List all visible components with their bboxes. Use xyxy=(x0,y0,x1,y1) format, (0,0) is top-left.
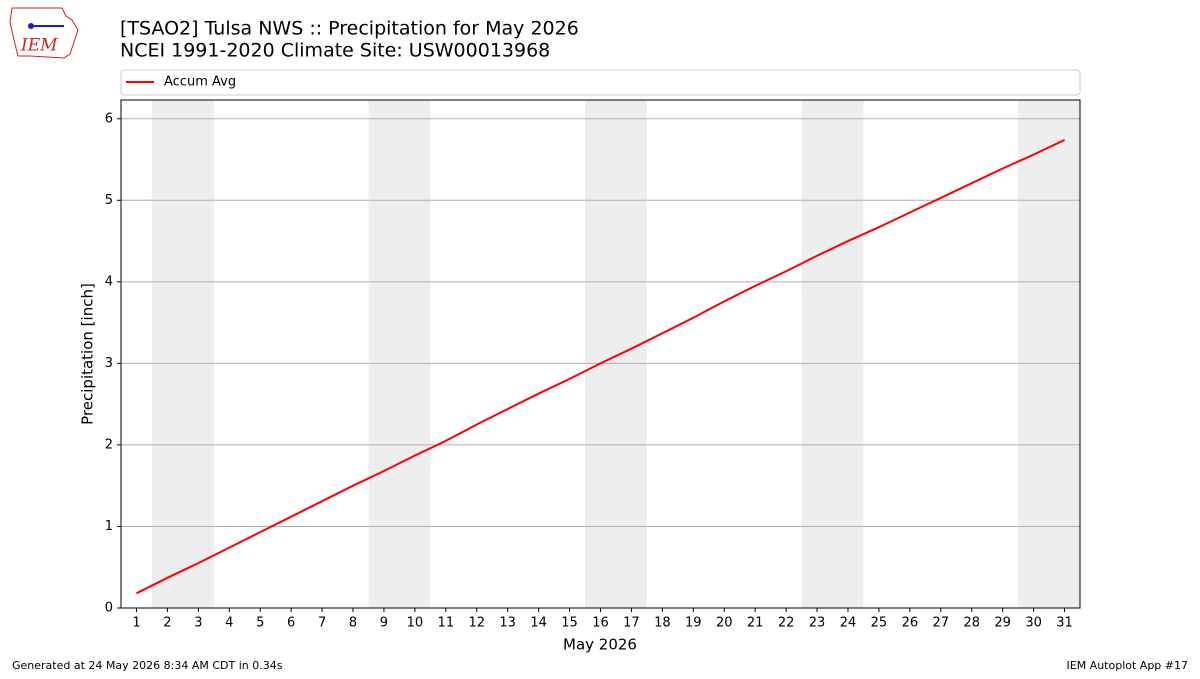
x-tick-label: 6 xyxy=(287,616,295,631)
x-tick-label: 27 xyxy=(933,616,950,631)
logo-outline xyxy=(9,7,79,59)
y-tick-label: 2 xyxy=(105,437,113,452)
chart-title: [TSAO2] Tulsa NWS :: Precipitation for M… xyxy=(120,18,579,40)
x-tick-label: 26 xyxy=(902,616,919,631)
x-tick-label: 3 xyxy=(194,616,202,631)
x-tick-label: 15 xyxy=(561,616,578,631)
y-tick-label: 3 xyxy=(105,356,113,371)
logo: IEM xyxy=(9,7,79,59)
x-tick-label: 23 xyxy=(809,616,826,631)
x-tick-label: 22 xyxy=(778,616,795,631)
x-axis-label: May 2026 xyxy=(563,636,637,654)
weekend-shade xyxy=(585,100,647,608)
x-tick-label: 19 xyxy=(685,616,702,631)
x-tick-label: 7 xyxy=(318,616,326,631)
x-tick-label: 4 xyxy=(225,616,233,631)
y-tick-label: 1 xyxy=(105,519,113,534)
x-tick-label: 31 xyxy=(1056,616,1073,631)
x-tick-label: 21 xyxy=(747,616,764,631)
y-axis-label: Precipitation [inch] xyxy=(79,283,97,425)
plot-frame xyxy=(120,99,1081,609)
x-tick-label: 8 xyxy=(349,616,357,631)
weekend-shade xyxy=(1018,100,1080,608)
weekend-shade xyxy=(151,100,214,608)
x-tick-label: 10 xyxy=(407,616,424,631)
legend-box xyxy=(120,69,1081,96)
x-tick-label: 2 xyxy=(163,616,171,631)
y-tick-label: 4 xyxy=(105,274,113,289)
x-tick-label: 13 xyxy=(499,616,516,631)
x-tick-label: 9 xyxy=(380,616,388,631)
x-tick-label: 29 xyxy=(994,616,1011,631)
chart-subtitle: NCEI 1991-2020 Climate Site: USW00013968 xyxy=(120,40,550,62)
line xyxy=(136,139,1065,595)
x-tick-label: 11 xyxy=(438,616,455,631)
x-tick-label: 16 xyxy=(592,616,609,631)
x-tick-label: 25 xyxy=(871,616,888,631)
legend-label: Accum Avg xyxy=(164,75,236,90)
weekend-shade xyxy=(801,100,864,608)
y-tick-label: 6 xyxy=(105,111,113,126)
footer-right: IEM Autoplot App #17 xyxy=(1067,659,1189,672)
x-tick-label: 18 xyxy=(654,616,671,631)
y-tick-label: 0 xyxy=(105,601,113,616)
x-tick-label: 12 xyxy=(468,616,485,631)
x-tick-label: 17 xyxy=(623,616,640,631)
y-tick-label: 5 xyxy=(105,193,113,208)
x-tick-label: 30 xyxy=(1025,616,1042,631)
x-tick-label: 1 xyxy=(132,616,140,631)
x-tick-label: 5 xyxy=(256,616,264,631)
x-tick-label: 24 xyxy=(840,616,857,631)
weekend-shade xyxy=(368,100,431,608)
logo-icon xyxy=(28,23,34,29)
x-tick-label: 14 xyxy=(530,616,547,631)
x-tick-label: 20 xyxy=(716,616,733,631)
logo-text: IEM xyxy=(20,36,58,56)
footer-left: Generated at 24 May 2026 8:34 AM CDT in … xyxy=(12,659,283,672)
x-tick-label: 28 xyxy=(963,616,980,631)
